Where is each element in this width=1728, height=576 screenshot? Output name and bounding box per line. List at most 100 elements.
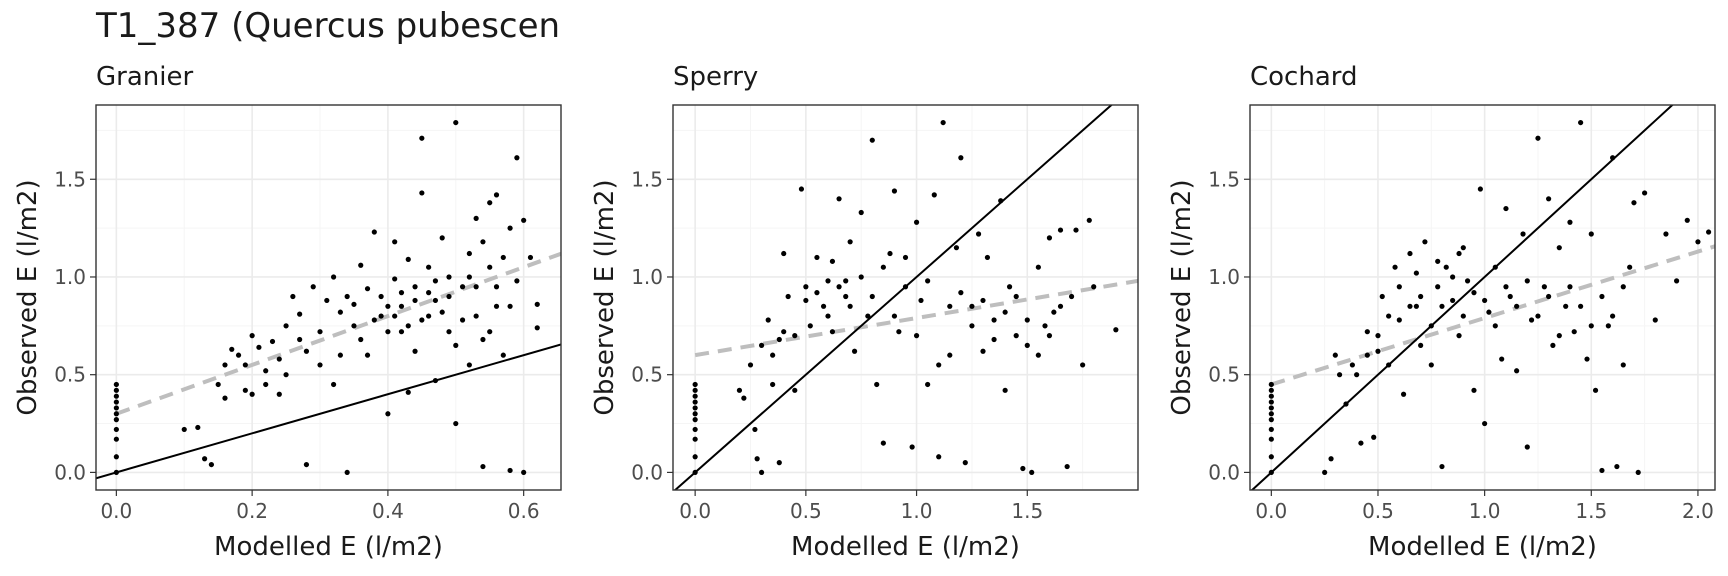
data-point: [1035, 264, 1041, 270]
data-point: [991, 336, 997, 343]
data-point: [1268, 454, 1274, 460]
data-point: [113, 417, 119, 423]
data-point: [493, 284, 500, 290]
data-point: [466, 250, 472, 257]
data-point: [836, 284, 842, 290]
y-tick-label: 0.0: [631, 460, 663, 484]
data-point: [249, 333, 255, 339]
data-point: [1435, 258, 1441, 264]
x-tick-label: 1.5: [1011, 499, 1043, 523]
data-point: [1627, 264, 1633, 270]
data-point: [1354, 372, 1360, 378]
panel-title: Cochard: [1250, 62, 1358, 92]
data-point: [412, 284, 418, 290]
data-point: [1492, 264, 1498, 270]
data-point: [792, 387, 798, 393]
data-point: [692, 417, 698, 423]
y-tick-label: 0.5: [631, 363, 663, 387]
data-point: [1507, 293, 1513, 300]
data-point: [439, 235, 445, 241]
panel-plot-area: [96, 105, 561, 490]
data-point: [752, 426, 758, 433]
data-point: [1013, 333, 1019, 339]
data-point: [741, 395, 747, 401]
data-point: [692, 454, 698, 460]
data-point: [1413, 303, 1419, 309]
data-point: [836, 196, 842, 202]
data-point: [432, 297, 439, 304]
data-point: [303, 348, 310, 354]
data-point: [1503, 284, 1509, 290]
data-point: [829, 258, 836, 264]
data-point: [1051, 309, 1057, 315]
data-point: [1614, 463, 1620, 470]
data-point: [843, 278, 849, 284]
data-point: [1456, 333, 1462, 339]
data-point: [1642, 190, 1648, 196]
data-point: [770, 381, 776, 388]
data-point: [358, 336, 364, 343]
data-point: [337, 352, 343, 358]
data-point: [1268, 436, 1274, 442]
data-point: [466, 362, 472, 368]
data-point: [344, 469, 350, 476]
data-point: [1584, 356, 1590, 362]
data-point: [412, 348, 418, 354]
data-point: [405, 389, 411, 395]
data-point: [1364, 329, 1370, 335]
data-point: [405, 323, 411, 329]
data-point: [242, 387, 248, 393]
panel-title: Granier: [96, 62, 193, 92]
data-point: [1592, 387, 1599, 393]
data-point: [936, 362, 942, 368]
x-axis-title: Modelled E (l/m2): [1368, 532, 1597, 562]
data-point: [1375, 333, 1381, 339]
panel-sperry: 0.0 0.5 1.0 1.5 0.0 0.5 1.0 1.5 Sperry Modelled E…: [590, 62, 1139, 562]
data-point: [880, 440, 886, 446]
data-point: [803, 297, 809, 304]
data-point: [269, 338, 276, 345]
data-point: [962, 460, 968, 466]
data-point: [1567, 219, 1573, 225]
data-point: [1073, 227, 1079, 233]
data-point: [1492, 323, 1498, 329]
data-point: [446, 329, 452, 335]
data-point: [419, 317, 425, 323]
data-point: [969, 303, 975, 309]
data-point: [1546, 196, 1552, 202]
data-point: [473, 313, 479, 319]
x-axis-title: Modelled E (l/m2): [214, 532, 443, 562]
data-point: [1268, 417, 1274, 423]
data-point: [692, 411, 698, 417]
data-point: [1343, 401, 1349, 407]
data-point: [113, 411, 119, 417]
data-point: [770, 352, 776, 358]
data-point: [1471, 290, 1477, 296]
x-tick-label: 0.4: [372, 499, 404, 523]
data-point: [1464, 278, 1471, 284]
data-point: [1610, 155, 1616, 161]
data-point: [891, 313, 898, 319]
data-point: [405, 256, 411, 262]
data-point: [754, 456, 760, 462]
y-tick-label: 1.0: [1208, 265, 1240, 289]
data-point: [825, 278, 831, 284]
data-point: [181, 426, 187, 433]
data-point: [1706, 229, 1712, 235]
data-point: [758, 469, 765, 476]
data-point: [692, 399, 698, 405]
data-point: [330, 381, 337, 388]
data-point: [426, 313, 432, 319]
data-point: [1268, 411, 1274, 417]
panel-border: [95, 104, 562, 491]
data-point: [1652, 317, 1658, 323]
data-point: [113, 454, 119, 460]
data-point: [303, 461, 310, 468]
data-point: [776, 460, 782, 466]
data-point: [1550, 342, 1556, 348]
data-point: [1428, 323, 1434, 329]
data-point: [324, 297, 330, 304]
data-point: [1064, 463, 1070, 470]
panel-title: Sperry: [673, 62, 758, 92]
data-point: [432, 377, 439, 384]
